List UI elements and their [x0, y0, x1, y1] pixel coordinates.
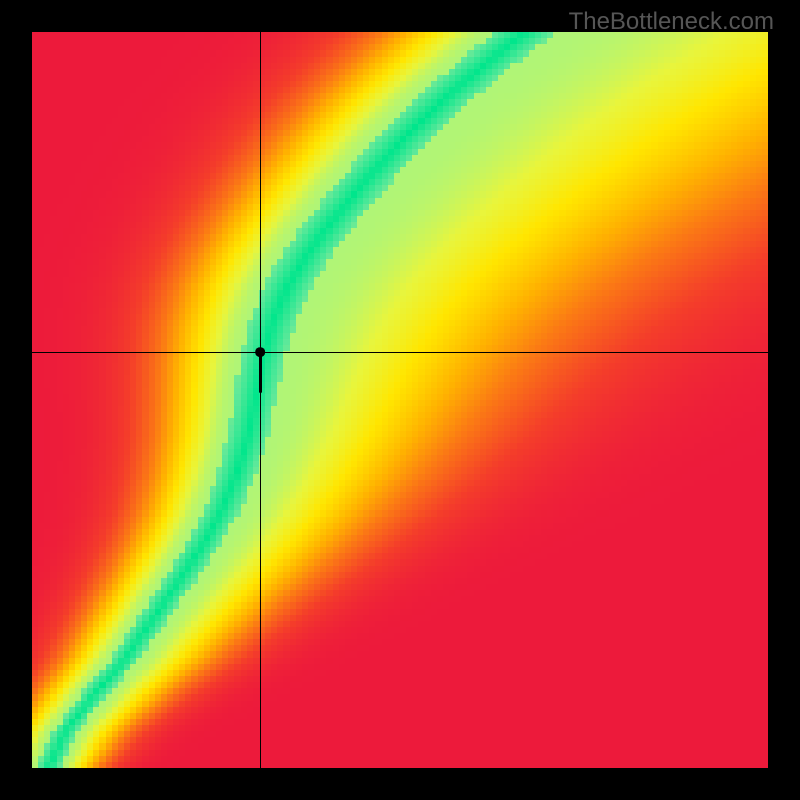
watermark-text: TheBottleneck.com — [569, 8, 774, 36]
bottleneck-heatmap — [0, 0, 800, 800]
